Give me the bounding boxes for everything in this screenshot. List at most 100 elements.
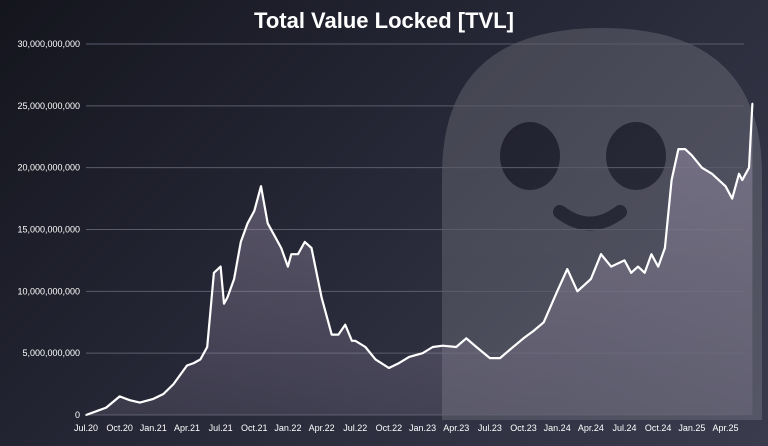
data-point — [199, 358, 202, 361]
data-point — [139, 401, 141, 404]
data-point — [219, 265, 222, 268]
x-tick-label: Apr.24 — [578, 423, 604, 433]
x-tick-label: Jul.20 — [74, 423, 98, 433]
data-point — [509, 348, 511, 351]
tvl-series-line — [85, 103, 754, 417]
data-point — [213, 272, 215, 274]
data-point — [499, 357, 501, 359]
data-point — [330, 333, 333, 336]
x-tick-label: Jul.22 — [343, 423, 367, 433]
x-tick-label: Jul.21 — [209, 423, 233, 433]
data-point — [650, 253, 653, 255]
data-point — [751, 102, 754, 105]
data-point — [280, 247, 283, 249]
data-point — [388, 367, 390, 369]
data-point — [421, 352, 424, 355]
data-point — [186, 364, 188, 367]
data-point — [398, 362, 400, 364]
data-point — [465, 337, 468, 340]
data-point — [566, 268, 569, 270]
y-tick-label: 30,000,000,000 — [17, 39, 80, 49]
data-point — [297, 253, 299, 255]
data-point — [266, 222, 269, 225]
data-point — [442, 344, 444, 347]
data-point — [95, 410, 97, 413]
data-point — [290, 253, 293, 255]
tvl-area-fill — [86, 103, 753, 416]
data-point — [600, 253, 602, 255]
x-tick-label: Oct.21 — [241, 423, 268, 433]
chart-title: Total Value Locked [TVL] — [254, 8, 514, 33]
data-point — [532, 330, 535, 332]
data-point — [223, 302, 225, 305]
data-point — [129, 399, 131, 402]
y-axis: 0 5,000,000,000 10,000,000,000 15,000,000,0… — [17, 39, 80, 420]
x-tick-label: Jan.24 — [544, 423, 571, 433]
data-point — [226, 296, 229, 299]
data-point — [105, 406, 107, 409]
data-point — [711, 173, 713, 175]
data-point — [364, 346, 367, 348]
data-point — [475, 346, 478, 348]
data-point — [542, 321, 545, 324]
x-tick-label: Jan.22 — [274, 423, 301, 433]
data-point — [192, 362, 195, 364]
y-tick-label: 25,000,000,000 — [17, 101, 80, 111]
data-point — [206, 346, 208, 348]
data-point — [233, 278, 235, 280]
data-point — [731, 197, 733, 200]
data-point — [677, 148, 680, 150]
data-point — [738, 173, 740, 175]
data-point — [724, 185, 727, 187]
x-tick-label: Apr.25 — [712, 423, 738, 433]
data-point — [351, 340, 353, 342]
x-tick-label: Oct.20 — [106, 423, 133, 433]
data-point — [408, 356, 410, 358]
data-point — [354, 340, 357, 342]
data-point — [273, 234, 276, 237]
data-point — [253, 210, 256, 212]
data-point — [664, 247, 666, 249]
data-point — [623, 259, 626, 262]
data-point — [590, 278, 592, 280]
area-layer — [85, 102, 754, 417]
data-point — [344, 323, 347, 326]
data-point — [522, 337, 525, 340]
data-point — [637, 265, 639, 268]
x-tick-label: Oct.24 — [645, 423, 672, 433]
data-point — [610, 265, 612, 268]
y-tick-label: 5,000,000,000 — [22, 348, 80, 358]
data-point — [643, 272, 646, 274]
x-tick-label: Jan.25 — [678, 423, 705, 433]
data-point — [85, 414, 87, 416]
y-tick-label: 20,000,000,000 — [17, 163, 80, 173]
data-point — [489, 357, 491, 359]
x-tick-label: Jan.21 — [140, 423, 167, 433]
data-point — [670, 179, 673, 181]
data-point — [431, 346, 434, 348]
x-tick-label: Apr.23 — [443, 423, 469, 433]
data-point — [455, 346, 458, 348]
data-point — [684, 148, 686, 150]
data-point — [118, 395, 121, 398]
x-tick-label: Oct.22 — [376, 423, 403, 433]
data-point — [691, 154, 693, 157]
x-tick-label: Apr.22 — [309, 423, 335, 433]
y-tick-label: 10,000,000,000 — [17, 286, 80, 296]
y-tick-label: 0 — [75, 410, 80, 420]
x-axis: Jul.20 Oct.20 Jan.21 Apr.21 Jul.21 Oct.21 Jan.… — [74, 423, 739, 433]
data-point — [260, 185, 262, 187]
data-point — [287, 265, 289, 268]
data-point — [246, 222, 249, 225]
data-point — [556, 290, 558, 293]
data-point — [310, 247, 313, 249]
data-point — [162, 393, 165, 395]
data-point — [657, 265, 659, 268]
data-point — [304, 241, 306, 243]
data-point — [172, 383, 175, 385]
data-point — [240, 241, 242, 243]
y-tick-label: 15,000,000,000 — [17, 225, 80, 235]
x-tick-label: Apr.21 — [174, 423, 200, 433]
